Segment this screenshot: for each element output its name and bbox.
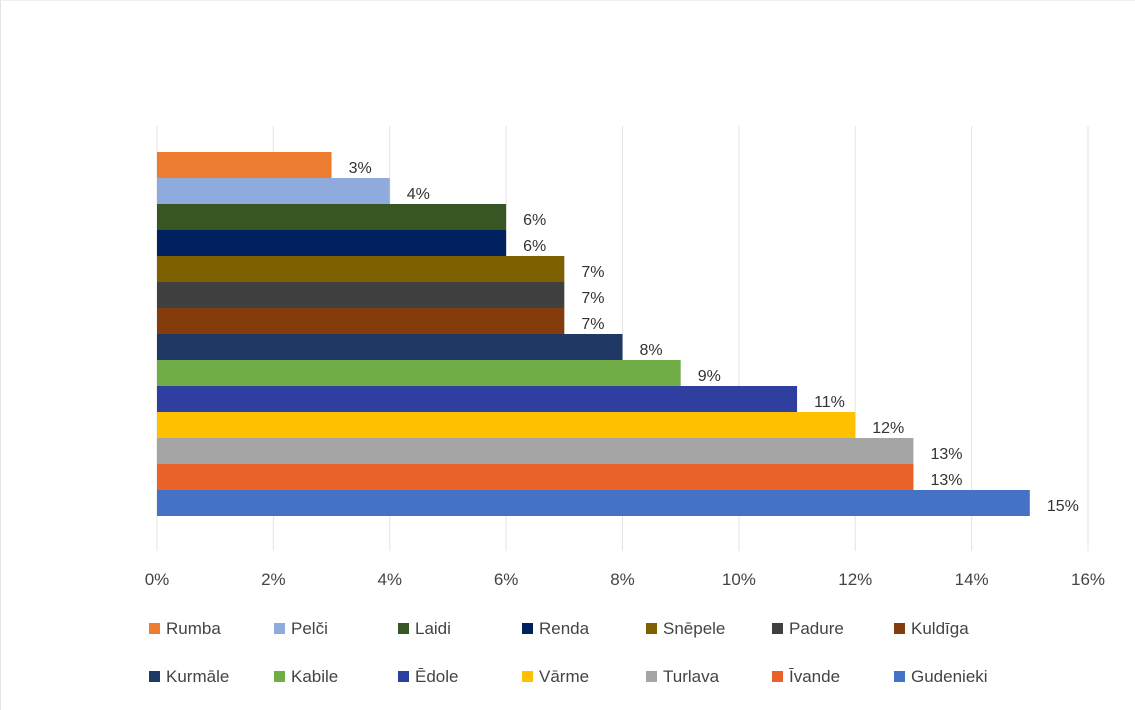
legend-label: Renda <box>539 619 590 638</box>
data-label: 8% <box>640 342 663 359</box>
x-tick-label: 8% <box>610 570 635 589</box>
bar-Padure <box>157 282 565 308</box>
legend-label: Kuldīga <box>911 619 969 638</box>
legend-item: Rumba <box>149 619 221 638</box>
legend-label: Pelči <box>291 619 328 638</box>
bar-Pelči <box>157 178 390 204</box>
data-label: 7% <box>581 290 604 307</box>
legend-label: Ēdole <box>415 667 458 686</box>
legend-swatch <box>149 623 160 634</box>
legend-label: Kabile <box>291 667 338 686</box>
data-label: 15% <box>1047 498 1079 515</box>
legend-swatch <box>646 671 657 682</box>
bar-Kuldīga <box>157 308 565 334</box>
legend-swatch <box>772 623 783 634</box>
data-label: 6% <box>523 238 546 255</box>
bar-Snēpele <box>157 256 565 282</box>
legend-label: Padure <box>789 619 844 638</box>
data-label: 13% <box>930 446 962 463</box>
legend-item: Turlava <box>646 667 720 686</box>
x-tick-label: 2% <box>261 570 286 589</box>
data-labels: 3% 4% 6% 6% 7% 7% 7% 8% 9% 11% 12% 13% 13% 15% <box>349 160 1079 515</box>
bar-Vārme <box>157 412 856 438</box>
legend-item: Ēdole <box>398 667 458 686</box>
legend-swatch <box>398 623 409 634</box>
legend-item: Gudenieki <box>894 667 988 686</box>
legend-swatch <box>522 671 533 682</box>
x-tick-label: 14% <box>955 570 989 589</box>
data-label: 3% <box>349 160 372 177</box>
legend-item: Kurmāle <box>149 667 229 686</box>
x-tick-label: 16% <box>1071 570 1105 589</box>
legend-swatch <box>149 671 160 682</box>
data-label: 11% <box>814 394 845 411</box>
legend-swatch <box>274 671 285 682</box>
x-tick-label: 6% <box>494 570 519 589</box>
bar-Renda <box>157 230 507 256</box>
legend-label: Rumba <box>166 619 221 638</box>
legend-label: Kurmāle <box>166 667 229 686</box>
legend-label: Īvande <box>789 667 840 686</box>
data-label: 4% <box>407 186 430 203</box>
x-tick-label: 0% <box>145 570 170 589</box>
bar-Rumba <box>157 152 332 178</box>
x-tick-label: 10% <box>722 570 756 589</box>
legend-swatch <box>646 623 657 634</box>
data-label: 7% <box>581 316 604 333</box>
legend-swatch <box>398 671 409 682</box>
legend-swatch <box>522 623 533 634</box>
legend-item: Padure <box>772 619 844 638</box>
legend-item: Kuldīga <box>894 619 969 638</box>
legend-label: Snēpele <box>663 619 725 638</box>
legend-swatch <box>274 623 285 634</box>
legend-item: Īvande <box>772 667 840 686</box>
legend-label: Laidi <box>415 619 451 638</box>
legend-item: Vārme <box>522 667 589 686</box>
x-axis-ticks: 0% 2% 4% 6% 8% 10% 12% 14% 16% <box>145 570 1105 589</box>
bar-Īvande <box>157 464 914 490</box>
x-tick-label: 4% <box>377 570 402 589</box>
data-label: 6% <box>523 212 546 229</box>
legend-label: Gudenieki <box>911 667 988 686</box>
legend-item: Laidi <box>398 619 451 638</box>
legend: Rumba Pelči Laidi Renda Snēpele Padure Kuldīga… <box>149 619 988 686</box>
legend-item: Pelči <box>274 619 328 638</box>
bar-Kabile <box>157 360 681 386</box>
bar-Kurmāle <box>157 334 623 360</box>
bar-Gudenieki <box>157 490 1030 516</box>
bars <box>157 152 1030 516</box>
data-label: 12% <box>872 420 904 437</box>
legend-item: Renda <box>522 619 590 638</box>
legend-label: Vārme <box>539 667 589 686</box>
bar-Ēdole <box>157 386 798 412</box>
legend-label: Turlava <box>663 667 720 686</box>
legend-item: Snēpele <box>646 619 725 638</box>
bar-Laidi <box>157 204 507 230</box>
legend-swatch <box>894 671 905 682</box>
legend-swatch <box>894 623 905 634</box>
bar-Turlava <box>157 438 914 464</box>
data-label: 9% <box>698 368 721 385</box>
x-tick-label: 12% <box>838 570 872 589</box>
legend-item: Kabile <box>274 667 338 686</box>
legend-swatch <box>772 671 783 682</box>
data-label: 7% <box>581 264 604 281</box>
data-label: 13% <box>930 472 962 489</box>
